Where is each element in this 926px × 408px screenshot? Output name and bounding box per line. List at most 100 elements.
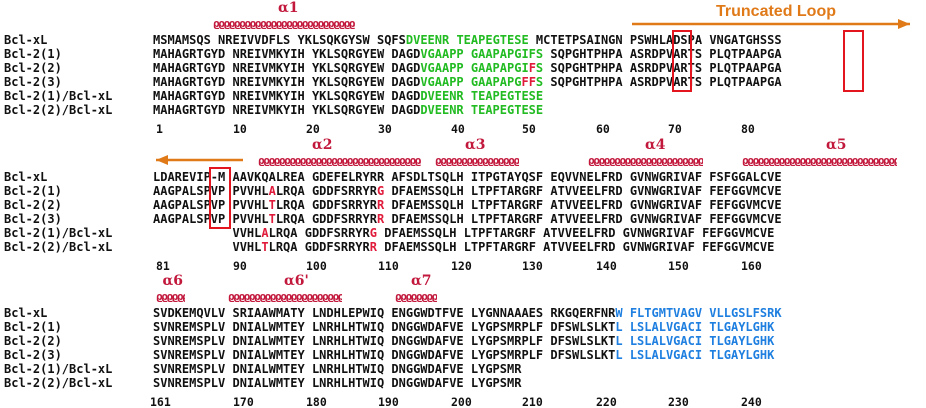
residue-segment: VGAAPP GAAPAPG <box>420 75 522 89</box>
sequence-name: Bcl-xL <box>4 170 48 184</box>
residue-number: 180 <box>306 395 327 408</box>
residue-segment: S <box>535 75 544 89</box>
sequence-residues: SVNREMSPLV DNIALWMTEY LNRHLHTWIQ DNGGWDA… <box>153 348 774 362</box>
residue-segment: MSMAMSQS NREIVVDFLS YKLSQKGYSW SQFS <box>153 33 406 47</box>
sequence-name: Bcl-2(1)/Bcl-xL <box>4 89 113 103</box>
sequence-name: Bcl-2(1)/Bcl-xL <box>4 226 113 240</box>
residue-number: 140 <box>596 259 617 273</box>
sequence-residues: MAHAGRTGYD NREIVMKYIH YKLSQRGYEW DAGDVGA… <box>153 75 782 89</box>
residue-number: 230 <box>668 395 689 408</box>
residue-segment: A <box>261 226 269 240</box>
helix-coil: ϱϱϱϱϱϱϱϱϱϱϱϱϱϱϱϱϱϱϱϱϱϱϱϱϱϱϱϱϱϱϱϱϱϱϱϱϱϱϱϱ… <box>156 291 185 303</box>
residue-segment: DFAEMSSQLH LTPFTARGRF ATVVEELFRD GVNWGRI… <box>384 184 782 198</box>
residue-segment: SVNREMSPLV DNIALWMTEY LNRHLHTWIQ DNGGWDA… <box>153 334 616 348</box>
truncated-loop-arrowhead <box>898 19 910 29</box>
residue-segment: DVEENR TEAPEGTESE <box>405 33 529 47</box>
sequence-name: Bcl-2(2)/Bcl-xL <box>4 376 113 390</box>
sequence-residues: SVNREMSPLV DNIALWMTEY LNRHLHTWIQ DNGGWDA… <box>153 376 521 390</box>
helix-coil: ϱϱϱϱϱϱϱϱϱϱϱϱϱϱϱϱϱϱϱϱϱϱϱϱϱϱϱϱϱϱϱϱϱϱϱϱϱϱϱϱ… <box>213 18 355 30</box>
sequence-residues: SVNREMSPLV DNIALWMTEY LNRHLHTWIQ DNGGWDA… <box>153 334 774 348</box>
sequence-name: Bcl-2(1)/Bcl-xL <box>4 362 113 376</box>
residue-segment: LRQA GDDFSRRYR <box>275 198 377 212</box>
sequence-name: Bcl-xL <box>4 306 48 320</box>
residue-number: 240 <box>741 395 762 408</box>
truncated-loop-arrowhead <box>156 155 168 165</box>
residue-number: 90 <box>233 259 247 273</box>
sequence-residues: MAHAGRTGYD NREIVMKYIH YKLSQRGYEW DAGDDVE… <box>153 103 543 117</box>
residue-segment: SVNREMSPLV DNIALWMTEY LNRHLHTWIQ DNGGWDA… <box>153 348 616 362</box>
residue-segment: DFAEMSSQLH LTPFTARGRF ATVVEELFRD GVNWGRI… <box>377 226 775 240</box>
residue-number: 40 <box>451 122 465 136</box>
helix-coil: ϱϱϱϱϱϱϱϱϱϱϱϱϱϱϱϱϱϱϱϱϱϱϱϱϱϱϱϱϱϱϱϱϱϱϱϱϱϱϱϱ… <box>395 291 437 303</box>
residue-segment: R <box>376 212 385 226</box>
helix-coil: ϱϱϱϱϱϱϱϱϱϱϱϱϱϱϱϱϱϱϱϱϱϱϱϱϱϱϱϱϱϱϱϱϱϱϱϱϱϱϱϱ… <box>228 291 342 303</box>
sequence-residues: AAGPALSPVP PVVHLTLRQA GDDFSRRYRR DFAEMSS… <box>153 198 782 212</box>
sequence-name: Bcl-2(2) <box>4 198 62 212</box>
residue-segment: G <box>369 226 377 240</box>
residue-segment: A <box>268 184 276 198</box>
helix-label: α6 <box>162 273 184 289</box>
residue-segment: AAGPALSPVP PVVHL <box>153 212 269 226</box>
highlight-box <box>209 167 231 229</box>
residue-number: 80 <box>741 122 755 136</box>
residue-segment: R <box>376 198 385 212</box>
truncated-loop-label: Truncated Loop <box>716 3 836 20</box>
sequence-residues: SVDKEMQVLV SRIAAWMATY LNDHLEPWIQ ENGGWDT… <box>153 306 782 320</box>
residue-number: 100 <box>306 259 327 273</box>
residue-segment: T <box>268 212 276 226</box>
helix-label: α7 <box>411 273 432 289</box>
residue-number: 1 <box>156 122 163 136</box>
helix-label: α6' <box>284 273 309 289</box>
sequence-residues: MAHAGRTGYD NREIVMKYIH YKLSQRGYEW DAGDVGA… <box>153 47 782 61</box>
residue-number: 190 <box>378 395 399 408</box>
sequence-name: Bcl-2(3) <box>4 75 62 89</box>
sequence-residues: VVHLALRQA GDDFSRRYRG DFAEMSSQLH LTPFTARG… <box>153 226 774 240</box>
helix-coil: ϱϱϱϱϱϱϱϱϱϱϱϱϱϱϱϱϱϱϱϱϱϱϱϱϱϱϱϱϱϱϱϱϱϱϱϱϱϱϱϱ… <box>258 155 421 167</box>
residue-segment: FF <box>521 75 536 89</box>
residue-segment: R <box>369 240 377 254</box>
residue-segment: VVHL <box>153 226 262 240</box>
helix-coil: ϱϱϱϱϱϱϱϱϱϱϱϱϱϱϱϱϱϱϱϱϱϱϱϱϱϱϱϱϱϱϱϱϱϱϱϱϱϱϱϱ… <box>588 155 703 167</box>
residue-segment: VGAAPP GAAPAPGIFS <box>420 47 544 61</box>
residue-segment: F <box>528 61 536 75</box>
highlight-box <box>843 30 864 92</box>
sequence-residues: MAHAGRTGYD NREIVMKYIH YKLSQRGYEW DAGDDVE… <box>153 89 543 103</box>
residue-segment: DFAEMSSQLH LTPFTARGRF ATVVEELFRD GVNWGRI… <box>377 240 775 254</box>
residue-number: 200 <box>451 395 472 408</box>
residue-number: 150 <box>668 259 689 273</box>
residue-segment: MAHAGRTGYD NREIVMKYIH YKLSQRGYEW DAGD <box>153 75 421 89</box>
residue-number: 50 <box>522 122 536 136</box>
residue-number: 170 <box>233 395 254 408</box>
sequence-residues: MSMAMSQS NREIVVDFLS YKLSQKGYSW SQFSDVEEN… <box>153 33 782 47</box>
residue-number: 160 <box>741 259 762 273</box>
residue-segment: LRQA GDDFSRRYR <box>268 226 370 240</box>
residue-segment: MAHAGRTGYD NREIVMKYIH YKLSQRGYEW DAGD <box>153 61 421 75</box>
residue-segment: DVEENR TEAPEGTESE <box>420 103 544 117</box>
residue-segment: S <box>535 61 544 75</box>
residue-segment: VVHL <box>153 240 262 254</box>
residue-segment: L LSLALVGACI TLGAYLGHK <box>615 348 775 362</box>
residue-number: 120 <box>451 259 472 273</box>
residue-segment: MAHAGRTGYD NREIVMKYIH YKLSQRGYEW DAGD <box>153 89 421 103</box>
residue-segment: SQPGHTPHPA ASRDPVARTS PLQTPAAPGA <box>543 75 782 89</box>
highlight-box <box>672 30 692 92</box>
sequence-residues: LDAREVIP-M AAVKQALREA GDEFELRYRR AFSDLTS… <box>153 170 782 184</box>
sequence-residues: SVNREMSPLV DNIALWMTEY LNRHLHTWIQ DNGGWDA… <box>153 320 774 334</box>
residue-number: 10 <box>233 122 247 136</box>
residue-number: 81 <box>156 259 170 273</box>
helix-coil: ϱϱϱϱϱϱϱϱϱϱϱϱϱϱϱϱϱϱϱϱϱϱϱϱϱϱϱϱϱϱϱϱϱϱϱϱϱϱϱϱ… <box>742 155 897 167</box>
sequence-name: Bcl-xL <box>4 33 48 47</box>
residue-segment: LRQA GDDFSRRYR <box>275 184 377 198</box>
residue-segment: AAGPALSPVP PVVHL <box>153 198 269 212</box>
residue-segment: AAGPALSPVP PVVHL <box>153 184 269 198</box>
residue-segment: DVEENR TEAPEGTESE <box>420 89 544 103</box>
residue-segment: T <box>268 198 276 212</box>
sequence-name: Bcl-2(2) <box>4 334 62 348</box>
residue-segment: LRQA GDDFSRRYR <box>268 240 370 254</box>
residue-number: 161 <box>150 395 171 408</box>
residue-segment: MCTETPSAINGN PSWHLADSPA VNGATGHSSS <box>528 33 782 47</box>
residue-segment: SQPGHTPHPA ASRDPVARTS PLQTPAAPGA <box>543 47 782 61</box>
residue-number: 110 <box>378 259 399 273</box>
